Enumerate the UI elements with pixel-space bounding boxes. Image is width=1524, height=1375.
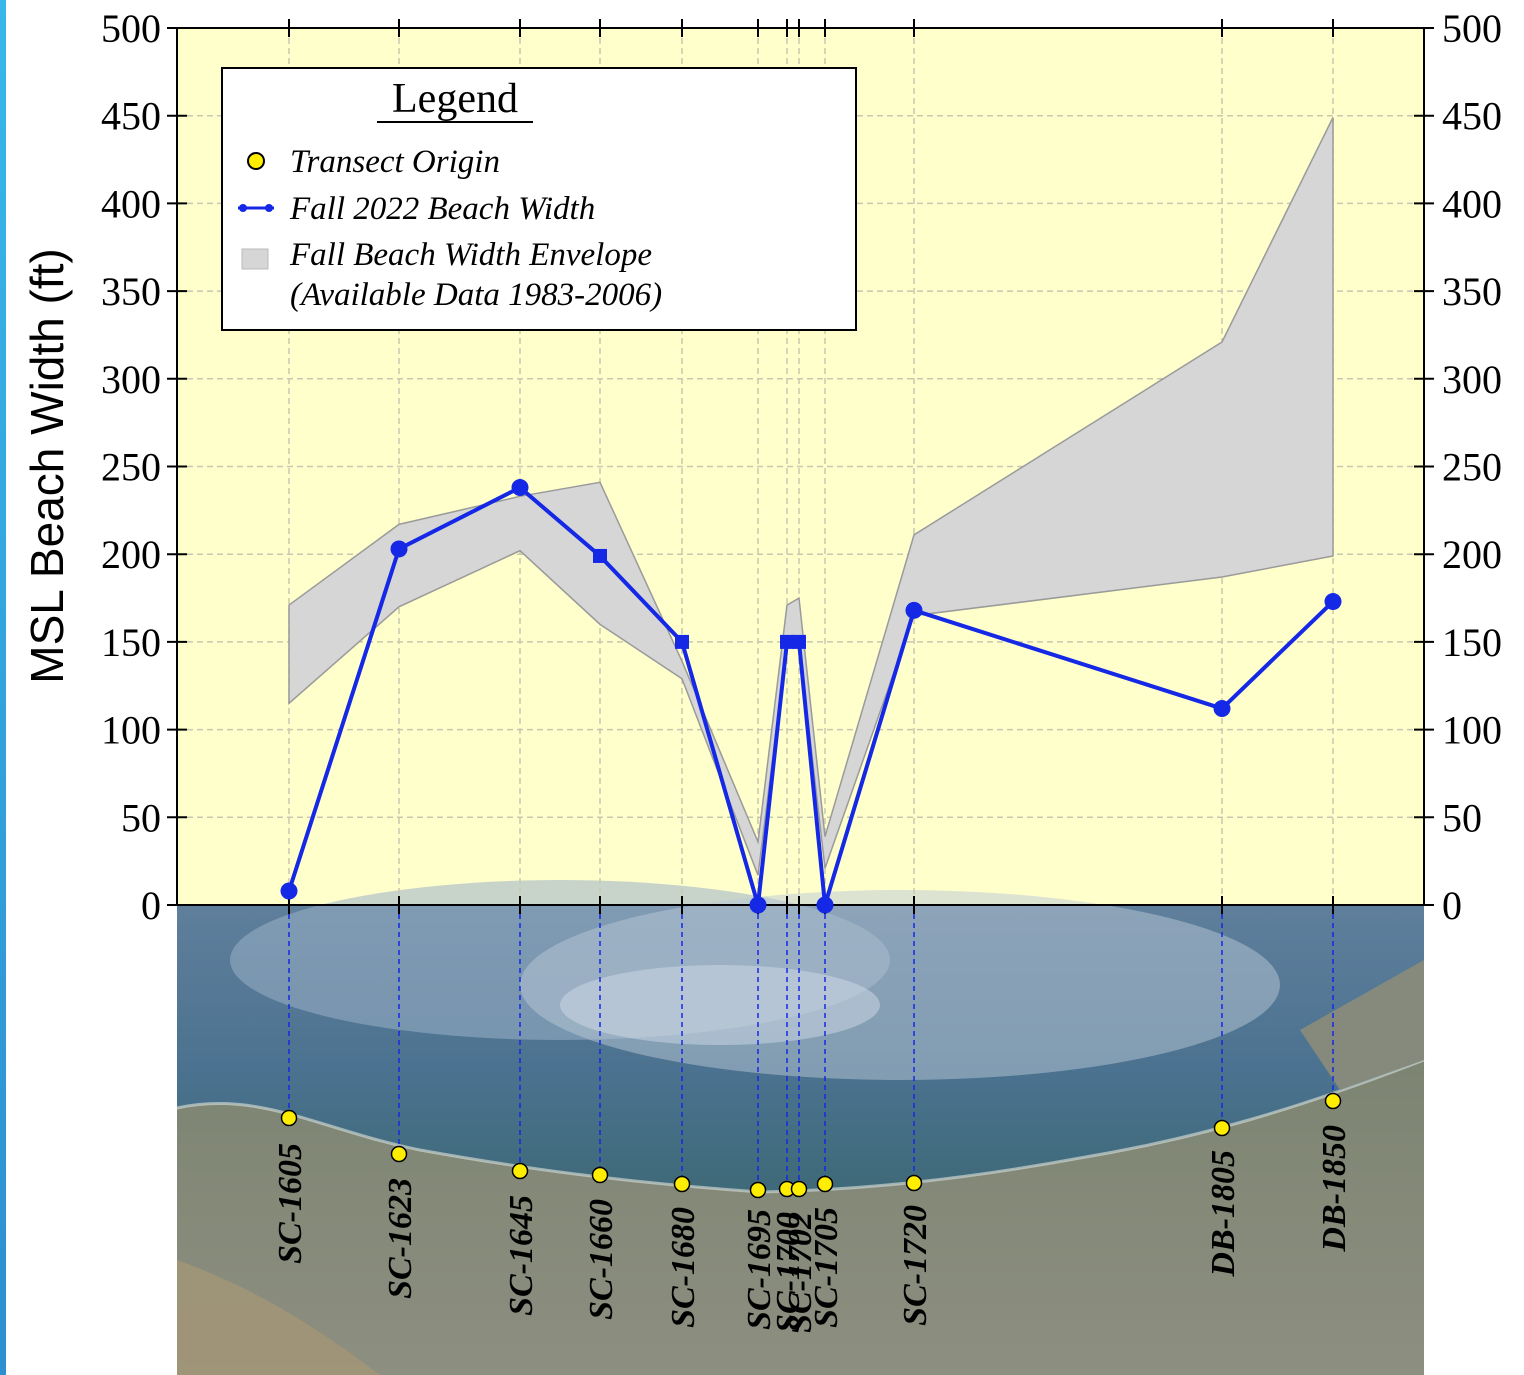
data-point-SC-1720 — [905, 601, 923, 619]
envelope-polygon — [288, 117, 1334, 876]
legend-line-dot — [265, 204, 273, 212]
x-label-DB-1850: DB-1850 — [1316, 1125, 1353, 1253]
transect-origin-SC-1680 — [673, 1175, 691, 1193]
data-point-SC-1680 — [675, 634, 689, 649]
data-point-DB-1805 — [1213, 700, 1231, 718]
y-tick-label-left: 350 — [101, 269, 161, 314]
transect-origin-SC-1623 — [390, 1145, 408, 1163]
legend-item-envelope: Fall Beach Width Envelope — [289, 237, 652, 273]
transect-origin-SC-1645 — [511, 1162, 529, 1180]
x-label-SC-1680: SC-1680 — [665, 1207, 702, 1328]
legend: Legend Transect Origin Fall 2022 Beach W… — [221, 67, 857, 331]
data-point-SC-1660 — [593, 548, 607, 563]
legend-origin-marker — [247, 152, 265, 170]
y-tick-label-right: 250 — [1442, 445, 1502, 490]
data-point-SC-1605 — [280, 882, 298, 900]
y-tick-label-right: 100 — [1442, 708, 1502, 753]
transect-origin-DB-1805 — [1213, 1119, 1231, 1137]
x-label-SC-1605: SC-1605 — [272, 1143, 309, 1264]
x-label-SC-1720: SC-1720 — [897, 1205, 934, 1326]
y-tick-label-left: 200 — [101, 532, 161, 577]
y-tick-label-left: 300 — [101, 357, 161, 402]
y-tick-label-right: 200 — [1442, 532, 1502, 577]
envelope-area — [288, 117, 1334, 876]
y-tick-label-left: 400 — [101, 181, 161, 226]
x-label-SC-1645: SC-1645 — [503, 1195, 540, 1316]
x-label-SC-1705: SC-1705 — [808, 1207, 845, 1328]
x-label-SC-1700: SC-1700 — [770, 1212, 807, 1333]
data-point-SC-1695 — [749, 896, 767, 914]
transect-guides — [288, 905, 1334, 1190]
y-tick-label-right: 0 — [1442, 883, 1462, 928]
legend-item-fall-2022: Fall 2022 Beach Width — [289, 191, 595, 227]
legend-envelope-swatch — [241, 248, 269, 270]
transect-origin-SC-1705 — [816, 1175, 834, 1193]
y-tick-label-left: 50 — [121, 795, 161, 840]
x-label-SC-1660: SC-1660 — [583, 1199, 620, 1320]
transect-origin-SC-1720 — [905, 1174, 923, 1192]
legend-item-transect-origin: Transect Origin — [290, 144, 500, 180]
y-tick-labels: 0 0 50 50 100 100 150 150 200 200 250 250 300 300 350 3… — [101, 6, 1502, 928]
data-point-DB-1850 — [1324, 593, 1342, 611]
x-label-SC-1702: SC-1702 — [782, 1212, 819, 1333]
y-tick-label-right: 50 — [1442, 795, 1482, 840]
left-accent-strip — [0, 0, 6, 1375]
data-point-SC-1623 — [390, 540, 408, 558]
y-tick-label-right: 400 — [1442, 181, 1502, 226]
data-point-SC-1700 — [780, 634, 794, 649]
y-tick-label-right: 150 — [1442, 620, 1502, 665]
data-point-SC-1645 — [511, 479, 529, 497]
transect-origin-SC-1605 — [280, 1109, 298, 1127]
y-tick-label-right: 500 — [1442, 6, 1502, 51]
legend-line-dot — [239, 204, 247, 212]
x-label-SC-1623: SC-1623 — [382, 1178, 419, 1299]
x-label-SC-1695: SC-1695 — [741, 1209, 778, 1330]
transect-origin-SC-1702 — [790, 1180, 808, 1198]
x-category-labels: SC-1605 SC-1623 SC-1645 SC-1660 SC-1680 SC-16… — [272, 1125, 1353, 1333]
transect-origin-SC-1660 — [591, 1166, 609, 1184]
legend-item-envelope-range: (Available Data 1983-2006) — [290, 277, 662, 313]
series-fall-2022 — [280, 479, 1342, 914]
y-tick-label-left: 0 — [141, 883, 161, 928]
aerial-photo — [176, 880, 1425, 1375]
y-tick-label-left: 500 — [101, 6, 161, 51]
y-tick-label-left: 100 — [101, 708, 161, 753]
transect-origins — [280, 1092, 1342, 1199]
y-axis-label: MSL Beach Width (ft) — [21, 248, 73, 683]
transect-origin-SC-1695 — [749, 1181, 767, 1199]
y-tick-label-right: 450 — [1442, 94, 1502, 139]
series-line — [287, 485, 1335, 907]
y-tick-label-left: 450 — [101, 94, 161, 139]
y-tick-label-right: 350 — [1442, 269, 1502, 314]
x-label-DB-1805: DB-1805 — [1205, 1150, 1242, 1278]
legend-title: Legend — [392, 76, 518, 122]
data-point-SC-1702 — [792, 634, 806, 649]
y-tick-label-right: 300 — [1442, 357, 1502, 402]
transect-origin-DB-1850 — [1324, 1092, 1342, 1110]
y-tick-label-left: 250 — [101, 445, 161, 490]
data-point-SC-1705 — [816, 896, 834, 914]
y-tick-label-left: 150 — [101, 620, 161, 665]
